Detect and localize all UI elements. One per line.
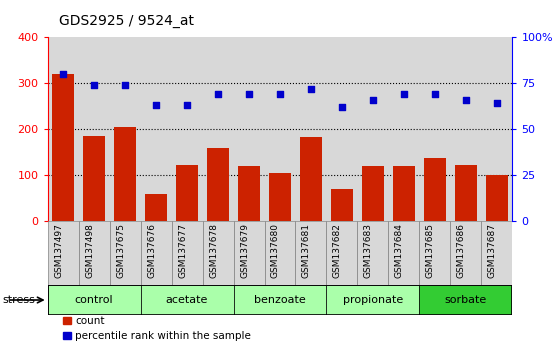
Point <box>276 91 284 97</box>
Bar <box>296 37 326 221</box>
Text: stress: stress <box>3 295 36 305</box>
Bar <box>357 37 389 221</box>
Bar <box>331 189 353 221</box>
Legend: count, percentile rank within the sample: count, percentile rank within the sample <box>58 312 255 345</box>
Bar <box>419 37 450 221</box>
Bar <box>389 37 419 221</box>
Bar <box>450 37 482 221</box>
Bar <box>393 166 415 221</box>
Text: GSM137682: GSM137682 <box>333 223 342 278</box>
Text: GSM137684: GSM137684 <box>395 223 404 278</box>
Point <box>368 97 377 103</box>
Point <box>213 91 222 97</box>
Bar <box>482 37 512 221</box>
Bar <box>450 221 482 285</box>
Point <box>120 82 129 88</box>
Point <box>90 82 99 88</box>
Bar <box>207 148 229 221</box>
Bar <box>48 221 78 285</box>
Point <box>461 97 470 103</box>
Bar <box>141 37 171 221</box>
Text: GSM137678: GSM137678 <box>209 223 218 278</box>
Point <box>152 102 161 108</box>
Bar <box>362 166 384 221</box>
Bar <box>83 136 105 221</box>
Text: GSM137683: GSM137683 <box>364 223 373 278</box>
Bar <box>486 175 508 221</box>
Text: GSM137676: GSM137676 <box>147 223 156 278</box>
Text: control: control <box>75 295 113 305</box>
Bar <box>78 37 110 221</box>
Bar <box>145 194 167 221</box>
Point <box>306 86 315 92</box>
Bar <box>419 221 450 285</box>
Bar <box>203 221 234 285</box>
Bar <box>171 37 203 221</box>
Bar <box>419 285 512 315</box>
Bar <box>110 37 141 221</box>
Bar <box>203 37 234 221</box>
Bar <box>48 285 141 315</box>
Text: sorbate: sorbate <box>445 295 487 305</box>
Text: GSM137687: GSM137687 <box>488 223 497 278</box>
Bar <box>110 221 141 285</box>
Bar <box>48 37 78 221</box>
Bar <box>482 221 512 285</box>
Bar <box>389 221 419 285</box>
Text: GSM137679: GSM137679 <box>240 223 249 278</box>
Text: GSM137685: GSM137685 <box>426 223 435 278</box>
Text: GSM137677: GSM137677 <box>178 223 187 278</box>
Text: GSM137498: GSM137498 <box>85 223 94 278</box>
Text: acetate: acetate <box>166 295 208 305</box>
Point <box>59 71 68 77</box>
Text: GSM137681: GSM137681 <box>302 223 311 278</box>
Bar <box>234 37 264 221</box>
Bar <box>269 173 291 221</box>
Bar <box>326 221 357 285</box>
Bar <box>171 221 203 285</box>
Text: GDS2925 / 9524_at: GDS2925 / 9524_at <box>59 14 194 28</box>
Bar <box>176 165 198 221</box>
Point <box>338 104 347 110</box>
Bar <box>296 221 326 285</box>
Text: GSM137686: GSM137686 <box>457 223 466 278</box>
Point <box>183 102 192 108</box>
Bar <box>114 127 136 221</box>
Bar <box>238 166 260 221</box>
Bar <box>234 221 264 285</box>
Bar <box>264 37 296 221</box>
Bar <box>52 74 74 221</box>
Bar <box>78 221 110 285</box>
Bar <box>455 165 477 221</box>
Text: benzoate: benzoate <box>254 295 306 305</box>
Point <box>492 101 501 106</box>
Bar <box>141 285 234 315</box>
Text: GSM137675: GSM137675 <box>116 223 125 278</box>
Text: GSM137680: GSM137680 <box>271 223 280 278</box>
Point <box>245 91 254 97</box>
Text: propionate: propionate <box>343 295 403 305</box>
Text: GSM137497: GSM137497 <box>54 223 63 278</box>
Point <box>431 91 440 97</box>
Bar <box>357 221 389 285</box>
Bar <box>234 285 326 315</box>
Bar <box>424 158 446 221</box>
Bar <box>326 285 419 315</box>
Bar <box>300 137 322 221</box>
Bar <box>326 37 357 221</box>
Bar <box>264 221 296 285</box>
Bar <box>141 221 171 285</box>
Point <box>399 91 408 97</box>
